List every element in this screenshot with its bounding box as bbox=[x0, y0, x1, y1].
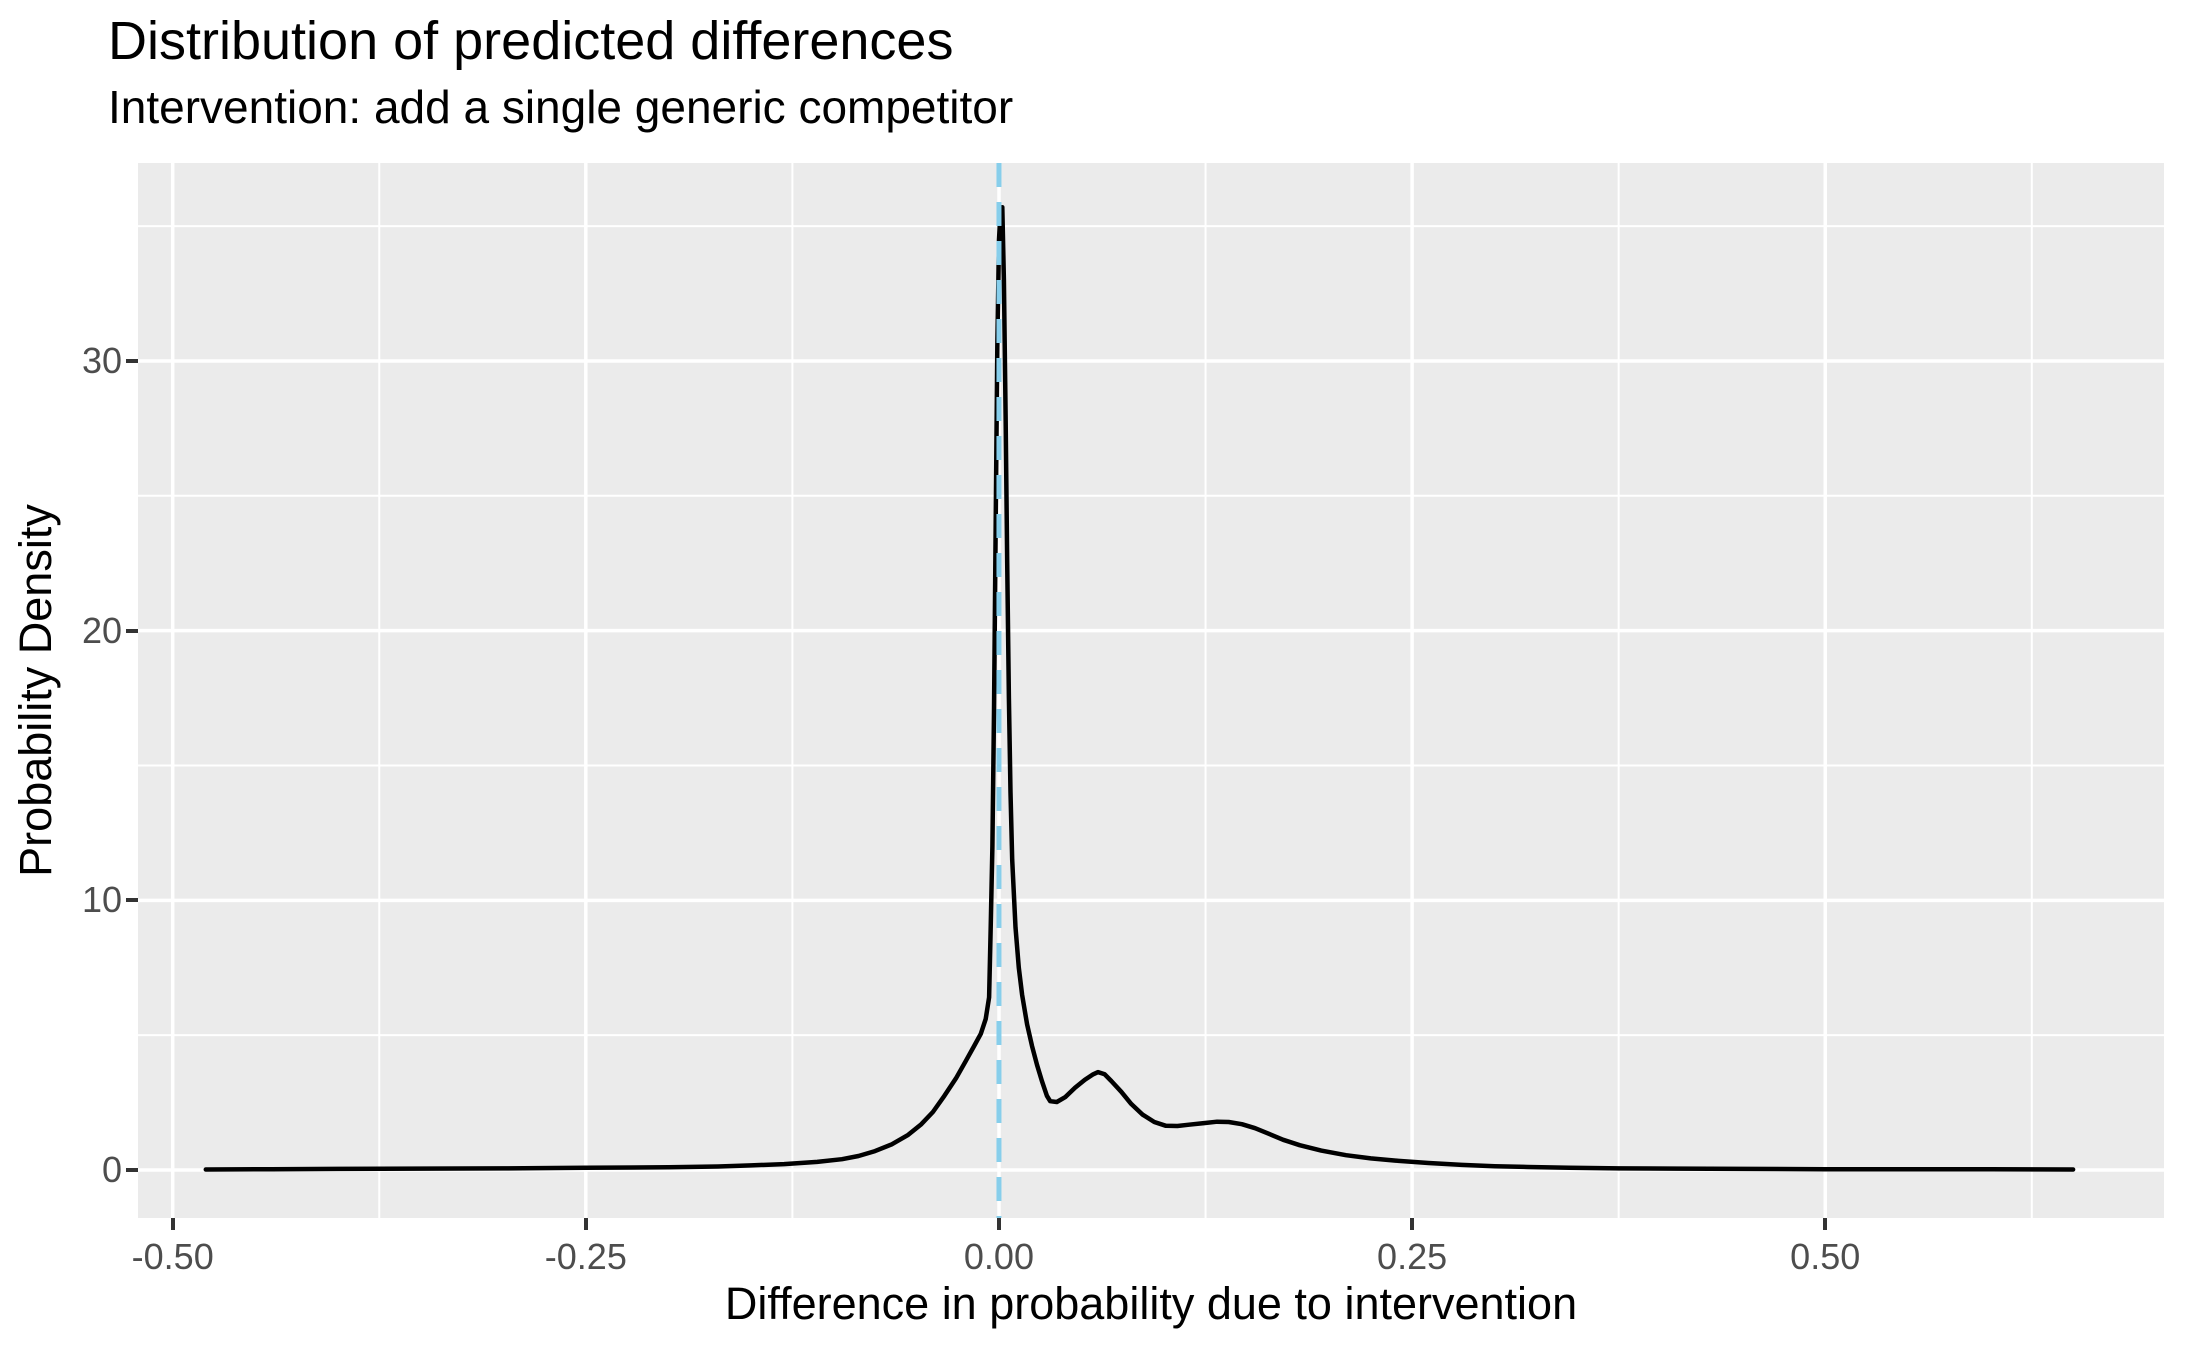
x-tick-mark bbox=[170, 1218, 175, 1230]
x-tick-label: 0.50 bbox=[1790, 1236, 1861, 1277]
density-curve bbox=[203, 204, 2076, 1172]
plot-subtitle: Intervention: add a single generic compe… bbox=[108, 81, 1014, 133]
x-tick-label: -0.25 bbox=[544, 1236, 627, 1277]
y-tick-mark bbox=[126, 628, 138, 633]
y-axis-title: Probability Density bbox=[10, 504, 61, 877]
x-tick-label: 0.00 bbox=[963, 1236, 1034, 1277]
y-tick-label: 0 bbox=[101, 1148, 122, 1190]
y-tick-mark bbox=[126, 898, 138, 903]
y-tick-mark bbox=[126, 1167, 138, 1172]
y-tick-mark bbox=[126, 358, 138, 363]
plot-panel bbox=[138, 163, 2164, 1218]
y-tick-label: 30 bbox=[81, 339, 122, 381]
x-tick-label: -0.50 bbox=[131, 1236, 214, 1277]
y-tick-label: 10 bbox=[81, 879, 122, 921]
plot-title: Distribution of predicted differences bbox=[108, 11, 954, 71]
x-tick-mark bbox=[996, 1218, 1001, 1230]
panel-background bbox=[138, 163, 2164, 1218]
x-tick-mark bbox=[583, 1218, 588, 1230]
x-axis-title: Difference in probability due to interve… bbox=[724, 1278, 1578, 1329]
x-tick-mark bbox=[1410, 1218, 1415, 1230]
y-tick-label: 20 bbox=[81, 609, 122, 651]
x-tick-label: 0.25 bbox=[1377, 1236, 1448, 1277]
x-tick-mark bbox=[1823, 1218, 1828, 1230]
